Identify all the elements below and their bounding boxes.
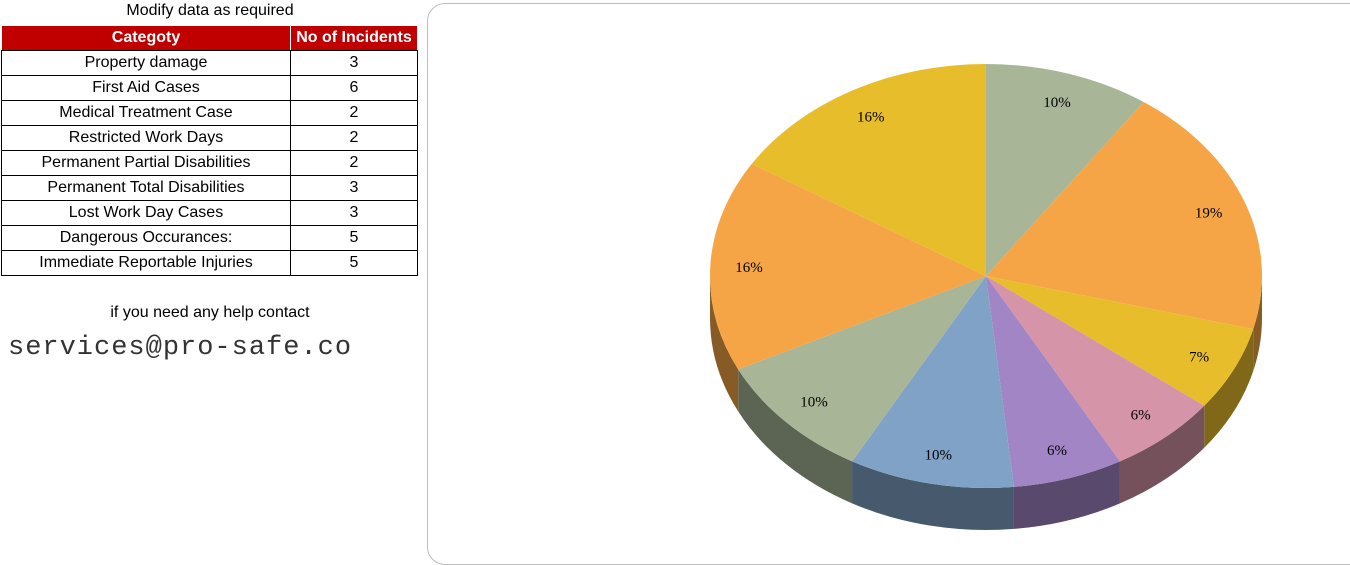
header-category[interactable]: Categoty	[1, 25, 291, 51]
incident-count-cell[interactable]: 6	[290, 75, 418, 101]
contact-email[interactable]: services@pro-safe.co	[8, 333, 353, 363]
pie-slice-side	[852, 461, 1014, 530]
sheet-title: Modify data as required	[126, 2, 294, 19]
table-row: Permanent Partial Disabilities 2	[1, 150, 418, 176]
table-row: Permanent Total Disabilities 3	[1, 175, 418, 201]
pie-slice-side	[710, 276, 739, 412]
pie-slice[interactable]	[986, 101, 1262, 330]
pie-slice[interactable]	[710, 163, 986, 370]
table-row: Immediate Reportable Injuries 5	[1, 250, 418, 276]
category-cell[interactable]: First Aid Cases	[1, 75, 291, 101]
table-header-row: Categoty No of Incidents	[1, 25, 418, 51]
pie-slice[interactable]	[986, 276, 1254, 406]
incidents-table: Categoty No of Incidents Property damage…	[1, 25, 418, 276]
incident-count-cell[interactable]: 5	[290, 225, 418, 251]
category-cell[interactable]: Medical Treatment Case	[1, 100, 291, 126]
table-row: Medical Treatment Case 2	[1, 100, 418, 126]
pie-slice[interactable]	[986, 276, 1120, 487]
table-row: First Aid Cases 6	[1, 75, 418, 101]
slice-percent-label: 10%	[800, 395, 828, 411]
pie-slice[interactable]	[852, 276, 1014, 488]
slice-percent-label: 6%	[1131, 407, 1151, 423]
pie-slice-side	[1204, 329, 1254, 448]
category-cell[interactable]: Permanent Total Disabilities	[1, 175, 291, 201]
slice-percent-label: 10%	[924, 448, 952, 464]
pie-slice[interactable]	[751, 64, 986, 276]
header-incidents[interactable]: No of Incidents	[290, 25, 418, 51]
pie-slice-side	[1253, 276, 1262, 372]
incident-count-cell[interactable]: 3	[290, 200, 418, 226]
incident-count-cell[interactable]: 2	[290, 150, 418, 176]
category-cell[interactable]: Immediate Reportable Injuries	[1, 250, 291, 276]
pie-slice[interactable]	[986, 64, 1144, 276]
slice-percent-label: 7%	[1189, 349, 1209, 365]
slice-percent-label: 19%	[1195, 206, 1223, 222]
incident-count-cell[interactable]: 2	[290, 100, 418, 126]
incident-count-cell[interactable]: 3	[290, 50, 418, 76]
pie-slice-side	[1119, 405, 1205, 504]
incident-count-cell[interactable]: 3	[290, 175, 418, 201]
table-row: Restricted Work Days 2	[1, 125, 418, 151]
category-cell[interactable]: Restricted Work Days	[1, 125, 291, 151]
category-cell[interactable]: Permanent Partial Disabilities	[1, 150, 291, 176]
table-row: Property damage 3	[1, 50, 418, 76]
pie-slice-side	[1013, 461, 1120, 529]
data-sheet: Modify data as required Categoty No of I…	[0, 0, 425, 544]
incident-count-cell[interactable]: 2	[290, 125, 418, 151]
chart-area[interactable]: 10% 19% 7% 6% 6% 10% 10% 16% 16%	[427, 3, 1350, 565]
pie-slice[interactable]	[738, 276, 986, 462]
pie-chart[interactable]: 10% 19% 7% 6% 6% 10% 10% 16% 16%	[428, 4, 1350, 564]
slice-percent-label: 10%	[1043, 95, 1071, 111]
incident-count-cell[interactable]: 5	[290, 250, 418, 276]
table-row: Lost Work Day Cases 3	[1, 200, 418, 226]
category-cell[interactable]: Property damage	[1, 50, 291, 76]
category-cell[interactable]: Dangerous Occurances:	[1, 225, 291, 251]
slice-percent-label: 6%	[1047, 443, 1067, 459]
pie-slice[interactable]	[986, 276, 1205, 462]
table-row: Dangerous Occurances: 5	[1, 225, 418, 251]
pie-slice-side	[738, 369, 853, 504]
slice-percent-label: 16%	[857, 110, 885, 126]
help-text: if you need any help contact	[110, 304, 310, 321]
category-cell[interactable]: Lost Work Day Cases	[1, 200, 291, 226]
slice-percent-label: 16%	[735, 260, 763, 276]
